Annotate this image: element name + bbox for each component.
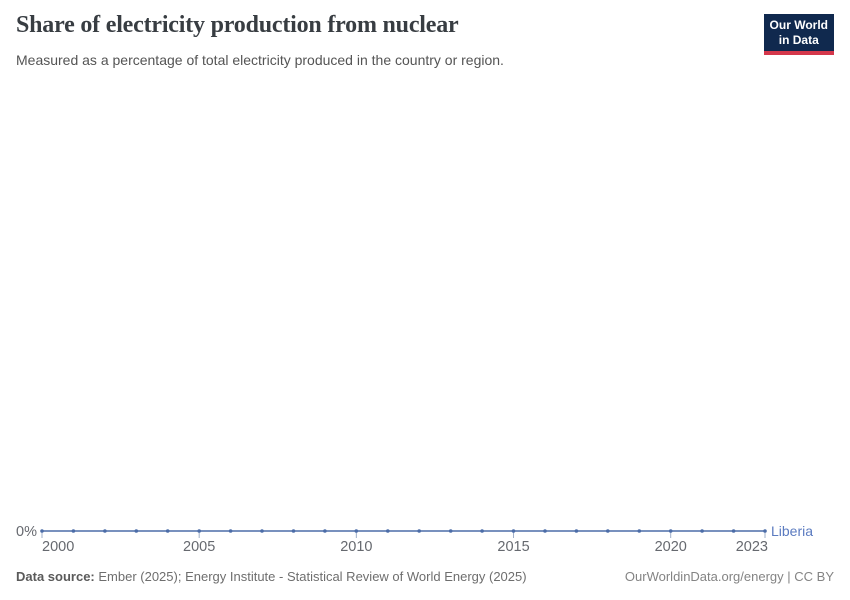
data-point	[386, 529, 390, 533]
attribution: OurWorldinData.org/energy | CC BY	[625, 569, 834, 585]
data-point	[700, 529, 704, 533]
data-source-label: Data source:	[16, 569, 95, 584]
data-point	[228, 529, 233, 533]
x-axis-tick-label: 2010	[340, 539, 372, 555]
data-point	[165, 529, 170, 533]
data-point	[606, 529, 610, 533]
attribution-separator: |	[783, 569, 795, 584]
owid-logo-line1: Our World	[769, 18, 828, 32]
chart-footer: Data source: Ember (2025); Energy Instit…	[16, 569, 834, 585]
data-point	[291, 529, 296, 533]
owid-logo[interactable]: Our World in Data	[763, 14, 834, 55]
data-point	[197, 529, 201, 533]
data-point	[40, 529, 44, 533]
data-point	[354, 529, 359, 533]
data-point	[417, 529, 422, 533]
series-label: Liberia	[771, 523, 813, 539]
data-point	[637, 529, 642, 533]
data-point	[448, 529, 453, 533]
license-label: CC BY	[794, 569, 834, 584]
data-point	[511, 529, 516, 533]
data-point	[480, 529, 484, 533]
data-point	[323, 529, 327, 533]
chart-subtitle: Measured as a percentage of total electr…	[16, 52, 504, 68]
owid-logo-line2: in Data	[778, 33, 819, 47]
data-point	[260, 529, 264, 533]
data-point	[668, 529, 673, 533]
chart-title: Share of electricity production from nuc…	[16, 12, 459, 38]
data-source-text: Ember (2025); Energy Institute - Statist…	[94, 569, 527, 584]
data-point	[71, 529, 76, 533]
x-axis-tick-label: 2015	[497, 539, 529, 555]
data-source-note: Data source: Ember (2025); Energy Instit…	[16, 569, 527, 585]
x-axis-tick-label: 2000	[42, 539, 74, 555]
data-point	[134, 529, 139, 533]
data-point	[763, 529, 767, 533]
data-point	[103, 529, 107, 533]
x-axis-tick-label: 2005	[183, 539, 215, 555]
data-point	[731, 529, 736, 533]
x-axis-tick-label: 2023	[736, 539, 768, 555]
x-axis-tick-label: 2020	[655, 539, 687, 555]
owid-url-link[interactable]: OurWorldinData.org/energy	[624, 569, 784, 584]
data-point	[543, 529, 547, 533]
y-axis-label: 0%	[16, 524, 37, 540]
data-point	[574, 529, 579, 533]
